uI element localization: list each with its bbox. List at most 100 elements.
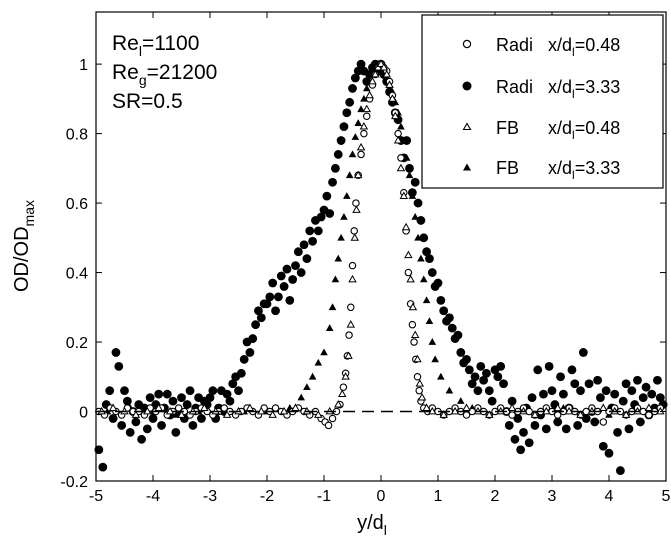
data-point	[108, 403, 118, 411]
data-point	[445, 313, 454, 323]
data-point	[402, 153, 411, 161]
data-point	[541, 424, 551, 434]
data-point	[610, 389, 620, 399]
data-point	[142, 424, 152, 434]
y-tick-label: 0.6	[66, 196, 88, 213]
data-point	[400, 136, 408, 144]
data-point	[456, 348, 466, 357]
data-point	[356, 142, 366, 151]
data-point	[359, 122, 369, 130]
data-point	[254, 306, 263, 316]
data-point	[457, 397, 465, 404]
data-point	[360, 94, 368, 102]
x-tick-label: 1	[434, 488, 443, 505]
data-point	[633, 375, 642, 385]
data-point	[322, 191, 332, 201]
data-point	[171, 427, 181, 437]
data-point	[601, 386, 611, 396]
data-point	[439, 410, 448, 418]
data-point	[530, 410, 540, 418]
x-tick-label: -1	[317, 488, 331, 505]
data-point	[302, 254, 312, 264]
data-point	[590, 417, 600, 427]
data-point	[172, 410, 180, 418]
data-point	[593, 375, 602, 385]
data-point	[379, 62, 389, 71]
data-point	[613, 427, 622, 437]
data-point	[339, 383, 348, 391]
data-point	[464, 365, 474, 375]
annotation-re-l-rest: =1100	[142, 32, 199, 55]
data-point	[356, 59, 366, 69]
data-point	[485, 410, 494, 418]
data-point	[627, 386, 637, 396]
data-point	[413, 373, 422, 381]
data-point	[415, 379, 425, 387]
data-point	[351, 133, 360, 140]
legend-marker-radi-048	[462, 39, 472, 49]
data-point	[352, 199, 360, 207]
data-point	[408, 302, 418, 311]
data-point	[507, 396, 517, 406]
legend-label-radi-333-sub: l	[572, 87, 575, 101]
data-point	[561, 424, 571, 434]
data-point	[360, 129, 368, 138]
data-point	[282, 264, 292, 274]
data-point	[185, 386, 195, 396]
legend-label-fb-333-c: =3.33	[575, 158, 621, 178]
data-point	[348, 261, 357, 270]
data-point	[567, 365, 577, 375]
data-point	[447, 323, 457, 333]
data-point	[599, 403, 608, 411]
annotation-re-g-sub: g	[139, 72, 147, 88]
data-point	[553, 403, 562, 411]
data-point	[220, 404, 229, 412]
data-point	[336, 136, 346, 145]
data-point	[564, 406, 574, 415]
data-point	[482, 368, 491, 378]
data-point	[353, 170, 363, 179]
data-point	[371, 69, 380, 78]
data-point	[527, 393, 537, 403]
data-point	[352, 205, 361, 213]
y-tick-label: 0	[79, 405, 88, 422]
data-point	[422, 403, 431, 411]
data-point	[388, 94, 397, 102]
legend-label-fb-333: FB x/dl=3.33	[496, 158, 620, 182]
legend-label-fb-333-b: x/d	[548, 158, 572, 178]
data-point	[479, 375, 488, 385]
data-point	[414, 233, 422, 241]
data-point	[268, 410, 277, 418]
data-point	[265, 292, 275, 302]
data-point	[348, 84, 357, 93]
data-point	[618, 396, 628, 406]
data-point	[337, 389, 347, 398]
data-point	[177, 393, 186, 403]
data-point	[405, 171, 414, 179]
legend-label-fb-048-a: FB	[496, 118, 519, 138]
plot-frame	[95, 11, 667, 482]
data-point	[348, 274, 357, 283]
data-point	[493, 372, 503, 382]
data-point	[197, 414, 206, 423]
data-point	[524, 438, 534, 448]
legend-label-radi-333-b: x/d	[548, 77, 572, 97]
data-point	[344, 351, 353, 359]
data-point	[641, 382, 651, 392]
data-point	[559, 389, 568, 399]
data-point	[325, 324, 334, 331]
data-point	[308, 236, 317, 246]
data-point	[570, 379, 580, 389]
data-point	[365, 90, 374, 99]
data-point	[638, 393, 648, 403]
legend-label-fb-048-sub: l	[572, 128, 575, 142]
data-point	[487, 396, 497, 406]
data-point	[401, 222, 411, 231]
data-point	[98, 462, 108, 472]
data-point	[117, 421, 127, 430]
annotation-sr: SR=0.5	[112, 90, 183, 113]
data-point	[157, 421, 166, 430]
x-axis-title-main: y/d	[357, 512, 384, 534]
data-point	[419, 233, 429, 243]
data-point	[431, 355, 439, 363]
